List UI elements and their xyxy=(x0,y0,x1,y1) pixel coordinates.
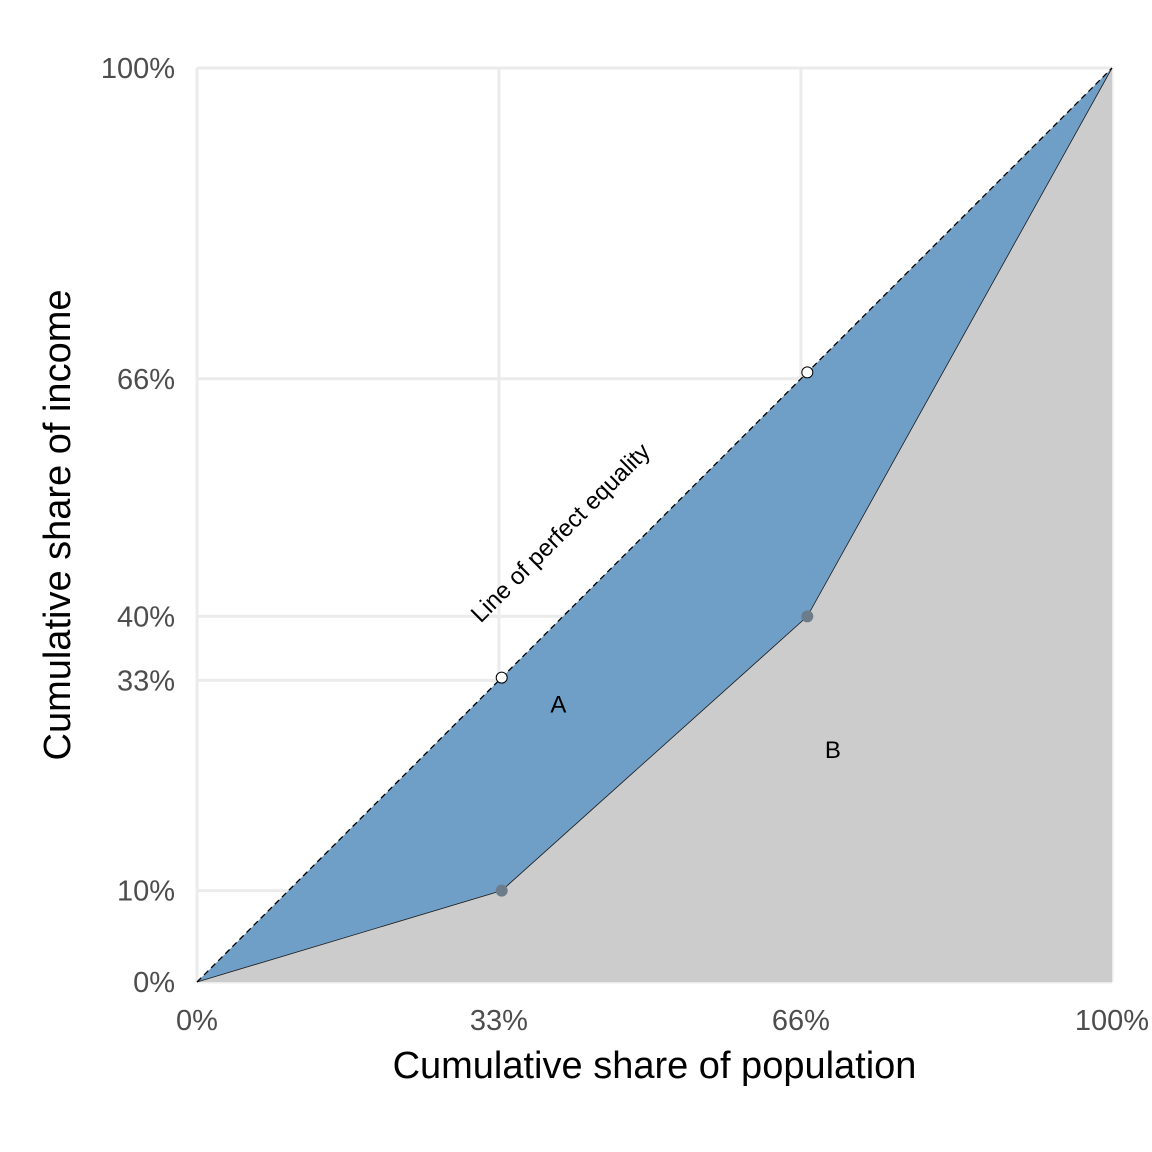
lorenz-curve-line xyxy=(196,67,1113,983)
x-tick-label: 0% xyxy=(176,1005,218,1037)
y-tick-label: 40% xyxy=(117,601,175,633)
x-tick-label: 33% xyxy=(470,1005,528,1037)
x-axis-ticks: 0% 33% 66% 100% xyxy=(176,1005,1149,1037)
y-axis-ticks: 0% 10% 33% 40% 66% 100% xyxy=(101,53,175,999)
equality-point xyxy=(801,366,814,379)
x-tick-label: 66% xyxy=(772,1005,830,1037)
equality-point xyxy=(495,671,508,684)
y-axis-title: Cumulative share of income xyxy=(37,290,79,761)
lorenz-point xyxy=(801,610,814,623)
area-b xyxy=(197,68,1112,982)
x-axis-title: Cumulative share of population xyxy=(393,1045,917,1087)
y-tick-label: 100% xyxy=(101,53,175,85)
y-tick-label: 33% xyxy=(117,665,175,697)
points xyxy=(495,366,814,897)
y-tick-label: 0% xyxy=(133,967,175,999)
lorenz-point xyxy=(495,884,508,897)
equality-line xyxy=(196,67,1113,983)
y-tick-label: 10% xyxy=(117,876,175,908)
x-tick-label: 100% xyxy=(1075,1005,1149,1037)
region-label-a: A xyxy=(550,691,566,718)
areas xyxy=(197,68,1112,982)
y-tick-label: 66% xyxy=(117,364,175,396)
area-a xyxy=(197,68,1112,982)
region-label-b: B xyxy=(825,737,841,764)
lines xyxy=(196,67,1113,983)
